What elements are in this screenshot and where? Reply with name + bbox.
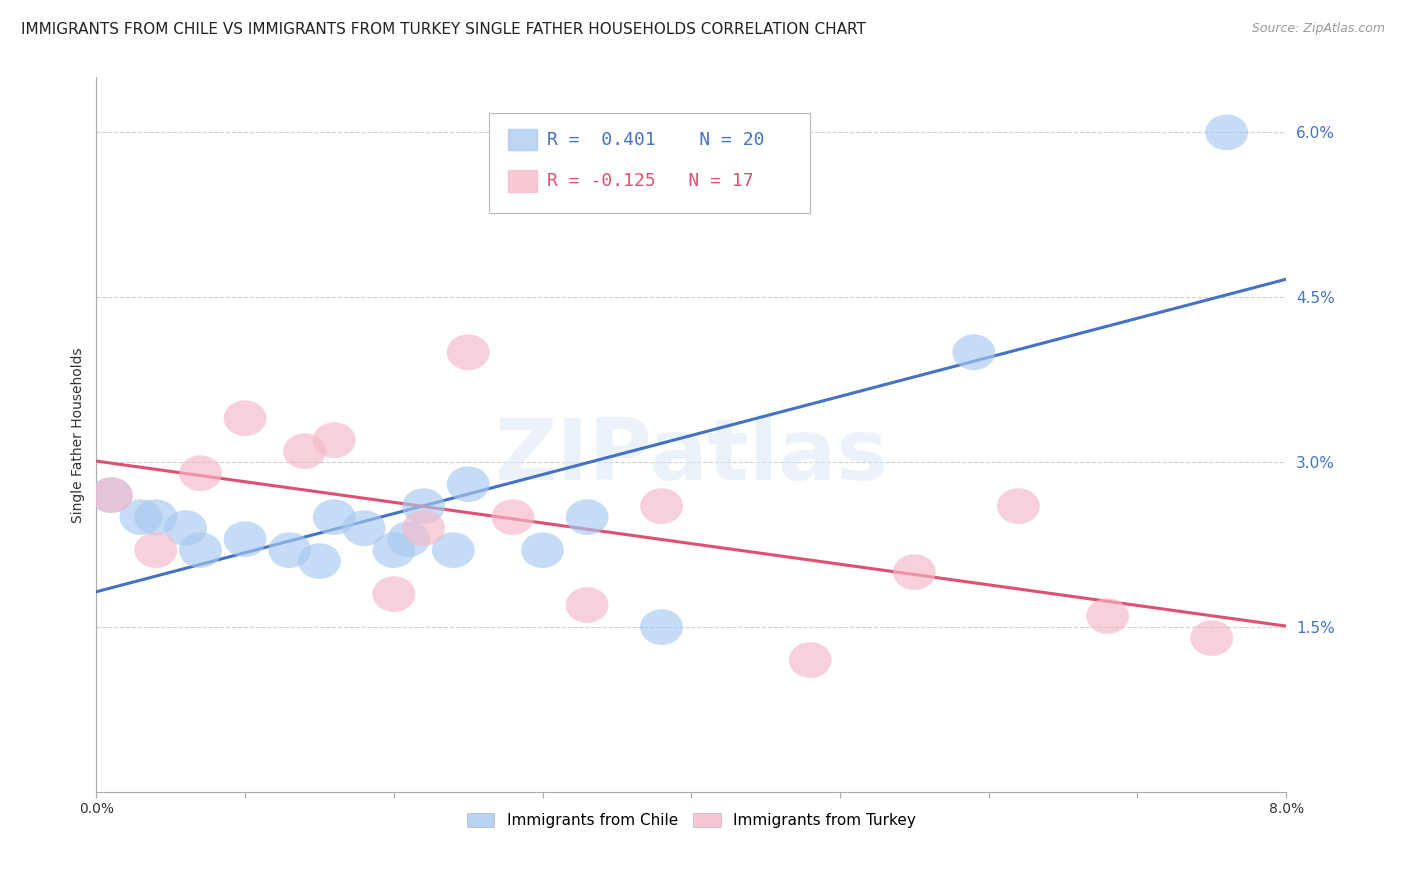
Text: IMMIGRANTS FROM CHILE VS IMMIGRANTS FROM TURKEY SINGLE FATHER HOUSEHOLDS CORRELA: IMMIGRANTS FROM CHILE VS IMMIGRANTS FROM… <box>21 22 866 37</box>
Ellipse shape <box>224 401 267 436</box>
Ellipse shape <box>283 434 326 469</box>
Ellipse shape <box>640 488 683 524</box>
Ellipse shape <box>343 510 385 546</box>
Ellipse shape <box>1191 620 1233 656</box>
Ellipse shape <box>135 533 177 568</box>
Ellipse shape <box>952 334 995 370</box>
Ellipse shape <box>640 609 683 645</box>
Ellipse shape <box>90 477 132 513</box>
Ellipse shape <box>224 521 267 557</box>
Ellipse shape <box>165 510 207 546</box>
Text: ZIPatlas: ZIPatlas <box>495 415 889 498</box>
Ellipse shape <box>447 334 489 370</box>
Text: Source: ZipAtlas.com: Source: ZipAtlas.com <box>1251 22 1385 36</box>
Ellipse shape <box>997 488 1040 524</box>
Ellipse shape <box>269 533 311 568</box>
Ellipse shape <box>789 642 832 678</box>
Text: R =  0.401    N = 20: R = 0.401 N = 20 <box>547 130 765 149</box>
Ellipse shape <box>565 587 609 623</box>
Ellipse shape <box>179 533 222 568</box>
Ellipse shape <box>90 477 132 513</box>
Ellipse shape <box>373 533 415 568</box>
Ellipse shape <box>402 510 444 546</box>
Ellipse shape <box>298 543 340 579</box>
FancyBboxPatch shape <box>508 170 537 192</box>
Ellipse shape <box>432 533 475 568</box>
Legend: Immigrants from Chile, Immigrants from Turkey: Immigrants from Chile, Immigrants from T… <box>461 807 922 834</box>
FancyBboxPatch shape <box>489 113 810 213</box>
Ellipse shape <box>314 500 356 535</box>
Ellipse shape <box>373 576 415 612</box>
Ellipse shape <box>1087 599 1129 634</box>
Text: R = -0.125   N = 17: R = -0.125 N = 17 <box>547 172 754 190</box>
Ellipse shape <box>893 554 936 590</box>
Ellipse shape <box>1205 114 1249 150</box>
Ellipse shape <box>135 500 177 535</box>
Ellipse shape <box>402 488 444 524</box>
FancyBboxPatch shape <box>508 128 537 151</box>
Ellipse shape <box>447 467 489 502</box>
Ellipse shape <box>387 521 430 557</box>
Ellipse shape <box>120 500 162 535</box>
Ellipse shape <box>314 422 356 458</box>
Ellipse shape <box>179 455 222 491</box>
Y-axis label: Single Father Households: Single Father Households <box>72 347 86 523</box>
Ellipse shape <box>491 500 534 535</box>
Ellipse shape <box>522 533 564 568</box>
Ellipse shape <box>565 500 609 535</box>
